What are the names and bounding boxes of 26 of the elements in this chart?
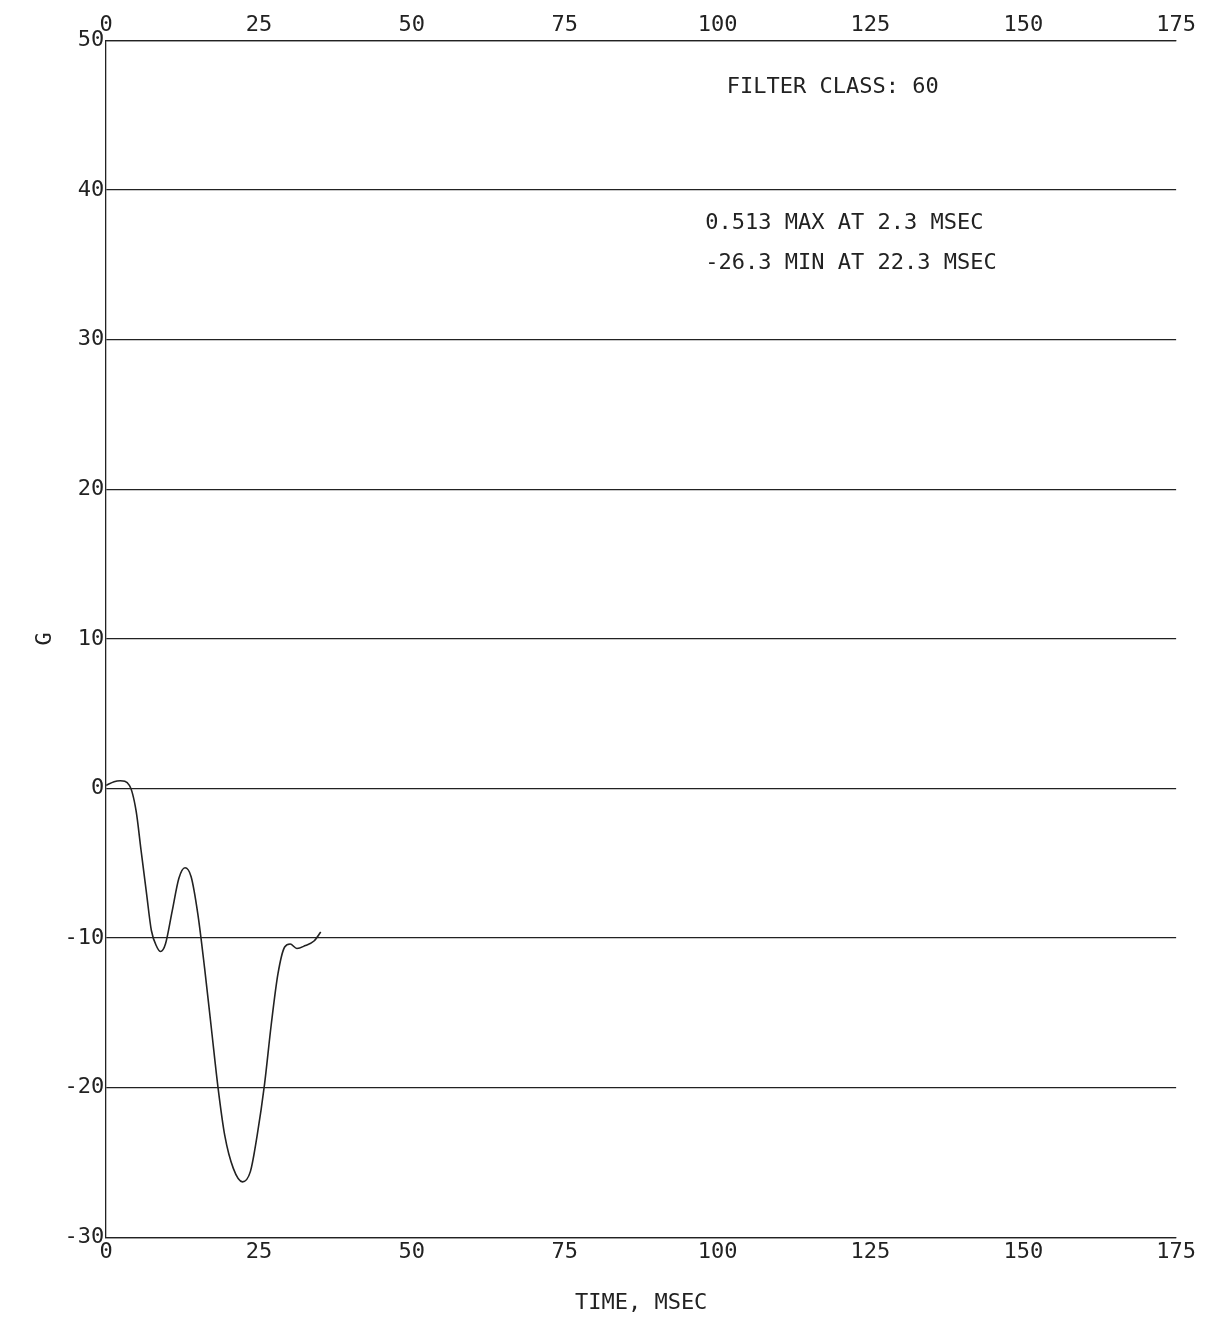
x-tick-label: 25 — [245, 1238, 273, 1264]
annotation: 0.513 MAX AT 2.3 MSEC — [705, 209, 984, 235]
annotation: -26.3 MIN AT 22.3 MSEC — [705, 249, 997, 275]
x2-tick-label: 50 — [398, 10, 426, 36]
y-tick-label: -20 — [64, 1073, 105, 1099]
y-tick-label: 40 — [77, 175, 105, 201]
x-tick-label: 125 — [850, 1238, 891, 1264]
x2-tick-label: 25 — [245, 10, 273, 36]
y-tick-label: 10 — [77, 624, 105, 650]
x2-tick-label: 175 — [1156, 10, 1197, 36]
x-tick-label: 175 — [1156, 1238, 1197, 1264]
y-tick-label: 30 — [77, 325, 105, 351]
x2-tick-label: 100 — [697, 10, 738, 36]
y-tick-label: 0 — [90, 774, 105, 800]
x2-tick-label: 75 — [551, 10, 578, 36]
y-tick-label: -10 — [64, 923, 105, 949]
x-tick-label: 75 — [551, 1238, 578, 1264]
x-tick-label: 150 — [1003, 1238, 1044, 1264]
annotation: FILTER CLASS: 60 — [726, 73, 939, 99]
x-tick-label: 50 — [398, 1238, 426, 1264]
x-axis-title: TIME, MSEC — [574, 1288, 708, 1314]
x2-tick-label: 150 — [1003, 10, 1044, 36]
y-tick-label: 20 — [77, 474, 105, 500]
y-axis-title: G — [30, 632, 56, 646]
x2-tick-label: 125 — [850, 10, 891, 36]
x-tick-label: 100 — [697, 1238, 738, 1264]
